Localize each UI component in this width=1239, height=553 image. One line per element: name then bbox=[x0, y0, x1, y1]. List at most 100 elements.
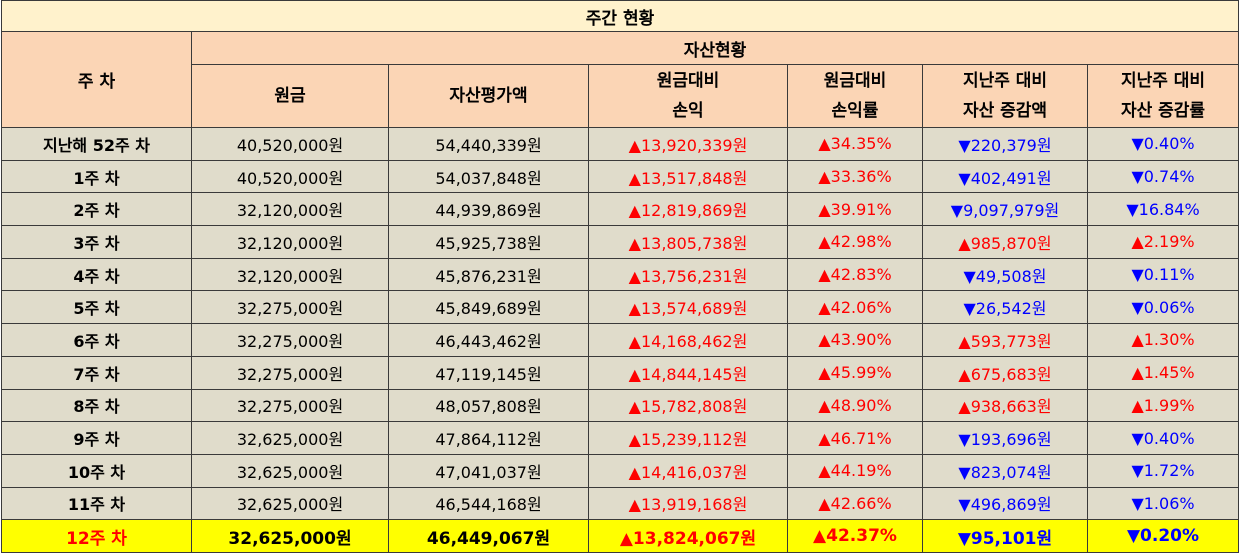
profit-rate-cell: ▲48.90% bbox=[787, 388, 923, 423]
asset-status-group-header: 자산현황 bbox=[190, 31, 1239, 65]
week-cell: 11주 차 bbox=[1, 486, 192, 521]
week-cell: 6주 차 bbox=[1, 323, 192, 357]
weekly-change-rate-cell: ▼1.06% bbox=[1086, 486, 1239, 521]
table-row: 5주 차 32,275,000원 45,849,689원 ▲13,574,689원 ▲4… bbox=[1, 290, 1239, 325]
weekly-change-cell: ▼49,508원 bbox=[922, 257, 1088, 292]
weekly-change-cell: ▲938,663원 bbox=[922, 388, 1088, 423]
weekly-change-rate-cell: ▲2.19% bbox=[1086, 225, 1239, 259]
week-cell: 지난해 52주 차 bbox=[1, 127, 192, 161]
weekly-change-rate-cell: ▼0.06% bbox=[1086, 290, 1239, 325]
weekly-change-cell: ▼823,074원 bbox=[922, 453, 1088, 488]
table-row: 11주 차 32,625,000원 46,544,168원 ▲13,919,168원 ▲… bbox=[1, 486, 1239, 521]
principal-cell: 32,120,000원 bbox=[191, 257, 389, 292]
principal-cell: 32,625,000원 bbox=[191, 486, 389, 521]
principal-cell: 40,520,000원 bbox=[191, 127, 389, 161]
profit-loss-cell: ▲13,756,231원 bbox=[588, 257, 788, 292]
weekly-change-cell: ▲985,870원 bbox=[922, 225, 1088, 259]
table-row: 8주 차 32,275,000원 48,057,808원 ▲15,782,808원 ▲4… bbox=[1, 388, 1239, 423]
profit-rate-cell: ▲43.90% bbox=[787, 323, 923, 357]
weekly-change-cell: ▼26,542원 bbox=[922, 290, 1088, 325]
profit-loss-cell: ▲15,782,808원 bbox=[588, 388, 788, 423]
week-cell: 5주 차 bbox=[1, 290, 192, 325]
weekly-change-rate-cell: ▲1.30% bbox=[1086, 323, 1239, 357]
profit-loss-cell: ▲13,920,339원 bbox=[588, 127, 788, 161]
week-cell: 10주 차 bbox=[1, 453, 192, 488]
profit-loss-cell: ▲13,919,168원 bbox=[588, 486, 788, 521]
table-row: 3주 차 32,120,000원 45,925,738원 ▲13,805,738원 ▲4… bbox=[1, 225, 1239, 259]
principal-cell: 32,625,000원 bbox=[191, 453, 389, 488]
week-cell: 4주 차 bbox=[1, 257, 192, 292]
table-row: 1주 차 40,520,000원 54,037,848원 ▲13,517,848원 ▲3… bbox=[1, 159, 1239, 194]
weekly-change-cell: ▲675,683원 bbox=[922, 355, 1088, 390]
asset-value-cell: 47,041,037원 bbox=[388, 453, 589, 488]
asset-value-cell: 45,925,738원 bbox=[388, 225, 589, 259]
profit-rate-cell: ▲44.19% bbox=[787, 453, 923, 488]
weekly-change-cell: ▼220,379원 bbox=[922, 127, 1088, 161]
profit-loss-cell: ▲12,819,869원 bbox=[588, 192, 788, 227]
profit-rate-cell: ▲42.66% bbox=[787, 486, 923, 521]
week-cell: 3주 차 bbox=[1, 225, 192, 259]
column-header-weekly-change-rate: 지난주 대비 자산 증감률 bbox=[1086, 64, 1239, 128]
week-cell: 7주 차 bbox=[1, 355, 192, 390]
table-row: 7주 차 32,275,000원 47,119,145원 ▲14,844,145원 ▲4… bbox=[1, 355, 1239, 390]
profit-loss-cell: ▲13,517,848원 bbox=[588, 159, 788, 194]
profit-rate-cell: ▲39.91% bbox=[787, 192, 923, 227]
week-cell: 2주 차 bbox=[1, 192, 192, 227]
week-cell: 1주 차 bbox=[1, 159, 192, 194]
profit-rate-cell: ▲46.71% bbox=[787, 421, 923, 455]
weekly-change-rate-cell: ▼0.40% bbox=[1086, 127, 1239, 161]
profit-rate-cell: ▲42.37% bbox=[787, 519, 923, 553]
profit-loss-cell: ▲13,574,689원 bbox=[588, 290, 788, 325]
column-header-profit-loss: 원금대비 손익 bbox=[588, 64, 788, 128]
asset-value-cell: 47,864,112원 bbox=[388, 421, 589, 455]
column-header-principal: 원금 bbox=[191, 64, 389, 128]
table-body: 지난해 52주 차 40,520,000원 54,440,339원 ▲13,920,3… bbox=[1, 127, 1239, 553]
profit-rate-cell: ▲45.99% bbox=[787, 355, 923, 390]
principal-cell: 32,625,000원 bbox=[191, 519, 389, 553]
weekly-change-cell: ▼95,101원 bbox=[922, 519, 1088, 553]
profit-rate-cell: ▲34.35% bbox=[787, 127, 923, 161]
weekly-change-rate-cell: ▼0.11% bbox=[1086, 257, 1239, 292]
profit-loss-cell: ▲13,824,067원 bbox=[588, 519, 788, 553]
principal-cell: 32,120,000원 bbox=[191, 225, 389, 259]
column-header-profit-rate: 원금대비 손익률 bbox=[787, 64, 923, 128]
principal-cell: 32,275,000원 bbox=[191, 355, 389, 390]
table-title: 주간 현황 bbox=[0, 0, 1239, 32]
table-row: 12주 차 32,625,000원 46,449,067원 ▲13,824,067원 ▲… bbox=[1, 519, 1239, 553]
profit-rate-cell: ▲42.06% bbox=[787, 290, 923, 325]
weekly-change-rate-cell: ▲1.99% bbox=[1086, 388, 1239, 423]
profit-loss-cell: ▲14,168,462원 bbox=[588, 323, 788, 357]
week-column-header: 주 차 bbox=[1, 31, 192, 128]
weekly-change-cell: ▼9,097,979원 bbox=[922, 192, 1088, 227]
asset-value-cell: 44,939,869원 bbox=[388, 192, 589, 227]
column-header-weekly-change: 지난주 대비 자산 증감액 bbox=[922, 64, 1088, 128]
asset-value-cell: 46,443,462원 bbox=[388, 323, 589, 357]
principal-cell: 40,520,000원 bbox=[191, 159, 389, 194]
table-row: 9주 차 32,625,000원 47,864,112원 ▲15,239,112원 ▲4… bbox=[1, 421, 1239, 455]
profit-loss-cell: ▲14,416,037원 bbox=[588, 453, 788, 488]
weekly-change-rate-cell: ▼0.40% bbox=[1086, 421, 1239, 455]
asset-value-cell: 45,849,689원 bbox=[388, 290, 589, 325]
profit-loss-cell: ▲13,805,738원 bbox=[588, 225, 788, 259]
asset-value-cell: 46,449,067원 bbox=[388, 519, 589, 553]
principal-cell: 32,625,000원 bbox=[191, 421, 389, 455]
principal-cell: 32,275,000원 bbox=[191, 388, 389, 423]
weekly-change-rate-cell: ▼0.20% bbox=[1086, 519, 1239, 553]
weekly-change-cell: ▼193,696원 bbox=[922, 421, 1088, 455]
table-row: 2주 차 32,120,000원 44,939,869원 ▲12,819,869원 ▲3… bbox=[1, 192, 1239, 227]
principal-cell: 32,120,000원 bbox=[191, 192, 389, 227]
weekly-change-cell: ▼496,869원 bbox=[922, 486, 1088, 521]
profit-loss-cell: ▲15,239,112원 bbox=[588, 421, 788, 455]
week-cell: 9주 차 bbox=[1, 421, 192, 455]
weekly-change-cell: ▼402,491원 bbox=[922, 159, 1088, 194]
column-header-asset-value: 자산평가액 bbox=[388, 64, 589, 128]
weekly-change-rate-cell: ▼1.72% bbox=[1086, 453, 1239, 488]
asset-value-cell: 47,119,145원 bbox=[388, 355, 589, 390]
principal-cell: 32,275,000원 bbox=[191, 323, 389, 357]
week-cell: 12주 차 bbox=[1, 519, 192, 553]
asset-value-cell: 48,057,808원 bbox=[388, 388, 589, 423]
profit-rate-cell: ▲42.83% bbox=[787, 257, 923, 292]
profit-rate-cell: ▲33.36% bbox=[787, 159, 923, 194]
asset-value-cell: 54,037,848원 bbox=[388, 159, 589, 194]
